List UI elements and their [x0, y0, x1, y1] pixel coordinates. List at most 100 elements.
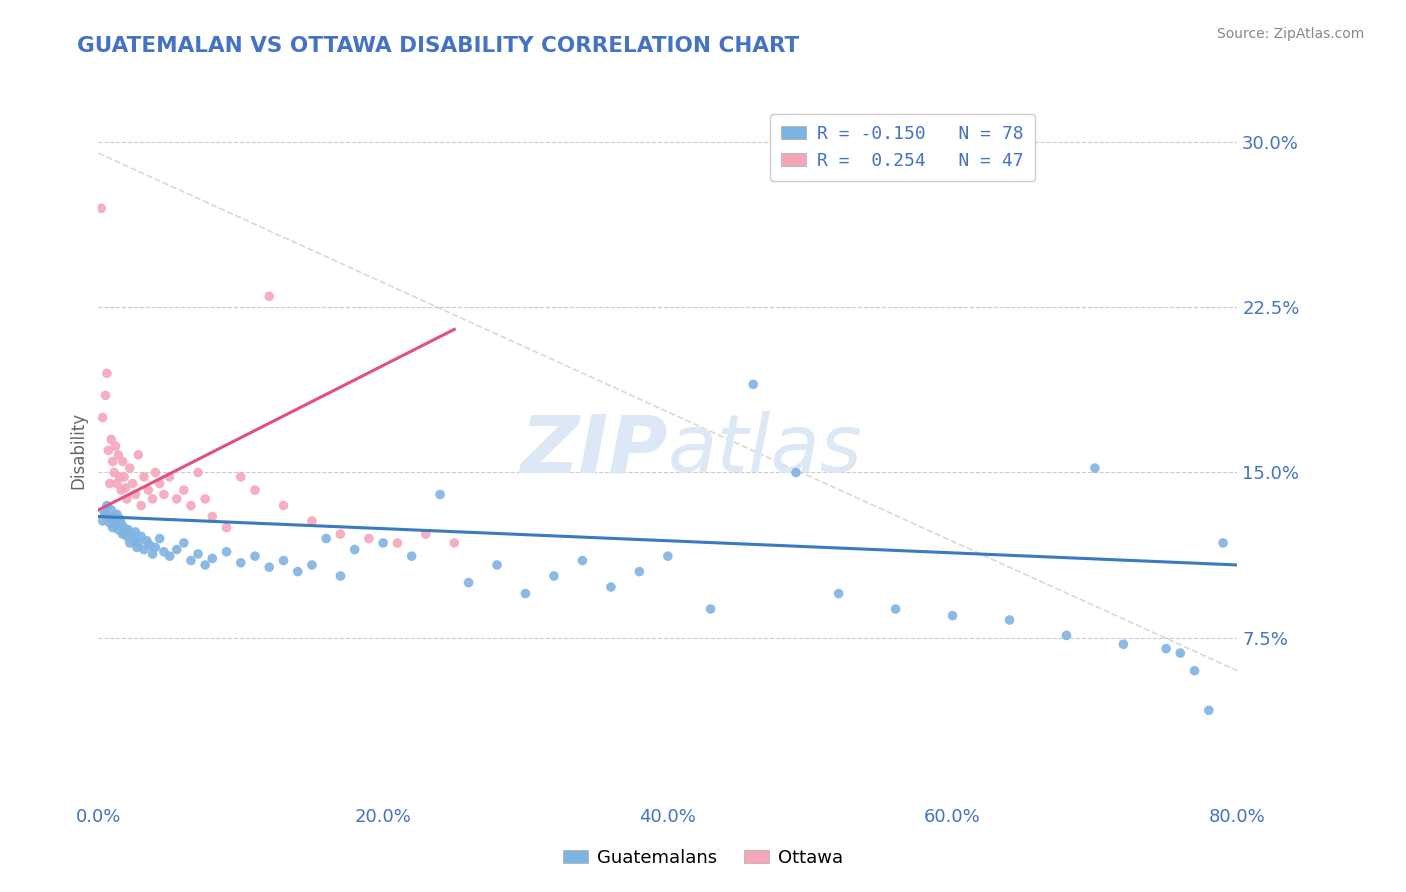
- Point: [107, 523, 129, 537]
- Point: [194, 491, 217, 506]
- Point: [118, 461, 141, 475]
- Point: [105, 476, 128, 491]
- Point: [97, 443, 120, 458]
- Point: [100, 503, 122, 517]
- Point: [1212, 536, 1234, 550]
- Point: [118, 536, 141, 550]
- Point: [125, 541, 148, 555]
- Point: [115, 529, 138, 543]
- Point: [159, 470, 181, 484]
- Point: [180, 499, 202, 513]
- Point: [149, 476, 172, 491]
- Point: [201, 551, 224, 566]
- Point: [243, 483, 266, 497]
- Point: [373, 536, 395, 550]
- Point: [108, 470, 131, 484]
- Point: [166, 491, 188, 506]
- Point: [259, 560, 281, 574]
- Point: [301, 558, 323, 572]
- Point: [215, 545, 238, 559]
- Point: [94, 388, 117, 402]
- Point: [201, 509, 224, 524]
- Point: [96, 367, 118, 381]
- Point: [112, 520, 135, 534]
- Point: [329, 527, 352, 541]
- Legend: R = -0.150   N = 78, R =  0.254   N = 47: R = -0.150 N = 78, R = 0.254 N = 47: [770, 114, 1035, 181]
- Point: [515, 586, 537, 600]
- Point: [884, 602, 907, 616]
- Point: [121, 476, 143, 491]
- Point: [145, 466, 167, 480]
- Point: [159, 549, 181, 564]
- Point: [357, 532, 380, 546]
- Point: [141, 491, 163, 506]
- Point: [166, 542, 188, 557]
- Point: [571, 553, 593, 567]
- Point: [100, 433, 122, 447]
- Point: [343, 542, 366, 557]
- Point: [111, 454, 134, 468]
- Point: [1112, 637, 1135, 651]
- Point: [1198, 703, 1220, 717]
- Point: [998, 613, 1021, 627]
- Point: [124, 487, 146, 501]
- Point: [243, 549, 266, 564]
- Text: ZIP: ZIP: [520, 411, 668, 490]
- Point: [457, 575, 479, 590]
- Point: [101, 520, 124, 534]
- Point: [287, 565, 309, 579]
- Point: [138, 538, 160, 552]
- Point: [828, 586, 851, 600]
- Point: [628, 565, 651, 579]
- Point: [543, 569, 565, 583]
- Text: GUATEMALAN VS OTTAWA DISABILITY CORRELATION CHART: GUATEMALAN VS OTTAWA DISABILITY CORRELAT…: [77, 36, 800, 55]
- Point: [259, 289, 281, 303]
- Point: [129, 529, 152, 543]
- Point: [401, 549, 423, 564]
- Point: [229, 556, 252, 570]
- Point: [273, 553, 295, 567]
- Point: [115, 491, 138, 506]
- Point: [785, 466, 807, 480]
- Legend: Guatemalans, Ottawa: Guatemalans, Ottawa: [555, 842, 851, 874]
- Point: [103, 514, 125, 528]
- Point: [114, 481, 136, 495]
- Point: [180, 553, 202, 567]
- Point: [1170, 646, 1192, 660]
- Point: [101, 509, 124, 524]
- Point: [415, 527, 437, 541]
- Point: [111, 527, 134, 541]
- Point: [103, 466, 125, 480]
- Point: [149, 532, 172, 546]
- Text: Source: ZipAtlas.com: Source: ZipAtlas.com: [1216, 27, 1364, 41]
- Point: [107, 448, 129, 462]
- Point: [121, 532, 143, 546]
- Point: [1154, 641, 1177, 656]
- Point: [132, 542, 155, 557]
- Point: [104, 439, 127, 453]
- Point: [429, 487, 451, 501]
- Point: [301, 514, 323, 528]
- Point: [93, 505, 115, 519]
- Point: [117, 523, 139, 537]
- Point: [110, 483, 132, 497]
- Point: [942, 608, 965, 623]
- Point: [173, 483, 195, 497]
- Point: [122, 533, 145, 548]
- Point: [105, 508, 128, 522]
- Text: atlas: atlas: [668, 411, 863, 490]
- Point: [114, 524, 136, 539]
- Point: [120, 527, 142, 541]
- Point: [153, 545, 176, 559]
- Point: [273, 499, 295, 513]
- Point: [101, 454, 124, 468]
- Point: [108, 512, 131, 526]
- Point: [132, 470, 155, 484]
- Point: [187, 466, 209, 480]
- Point: [145, 541, 167, 555]
- Point: [215, 520, 238, 534]
- Point: [187, 547, 209, 561]
- Point: [97, 512, 120, 526]
- Point: [600, 580, 623, 594]
- Point: [387, 536, 409, 550]
